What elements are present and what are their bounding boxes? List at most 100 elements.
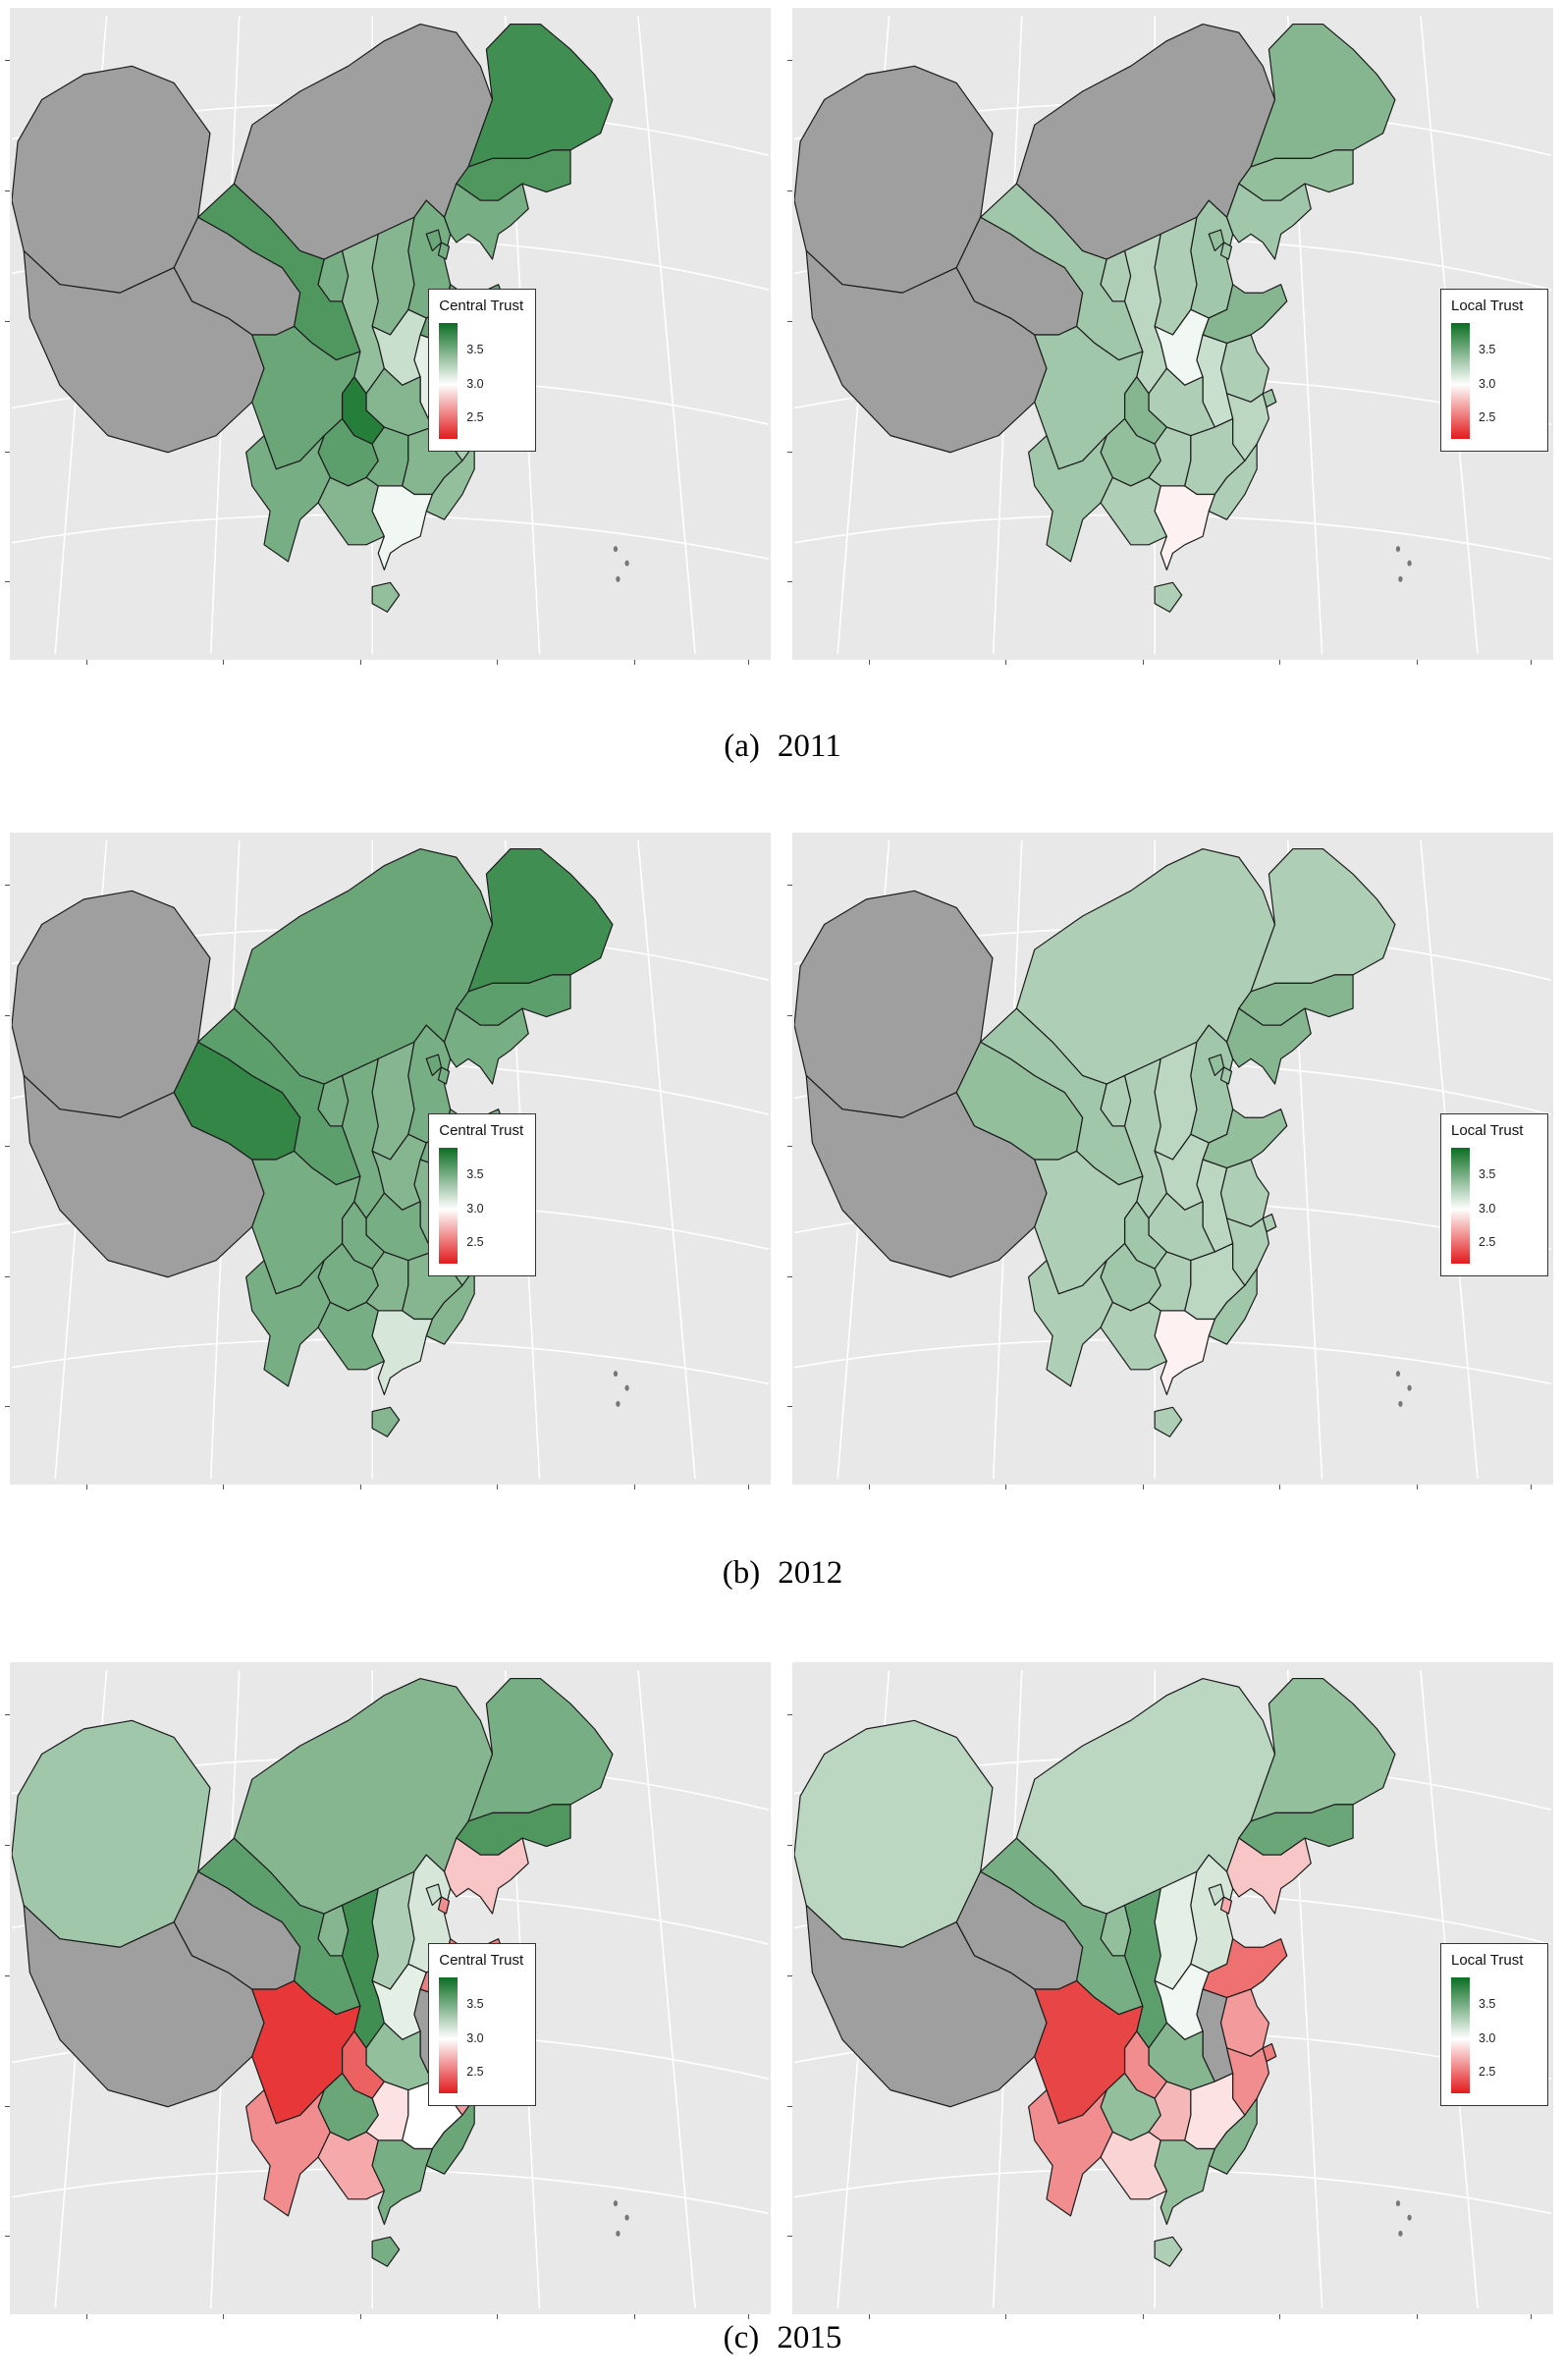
legend-tick-label-low: 2.5 [1479, 2065, 1496, 2080]
caption-2015: (c) 2015 [0, 2314, 1565, 2378]
axis-tick-left [5, 1014, 10, 1016]
axis-tick-bottom [868, 2314, 870, 2319]
province-guangdong [372, 486, 432, 570]
province-yunnan [246, 2090, 331, 2216]
map-panel-2015-local-trust: Local Trust 3.5 3.0 2.5 [787, 1662, 1553, 2319]
legend-tick-label-high: 3.5 [1479, 1996, 1496, 2011]
axis-tick-left [5, 1275, 10, 1277]
legend-tick-label-high: 3.5 [1479, 342, 1496, 356]
china-choropleth-map [12, 16, 769, 654]
province-hainan [1155, 1407, 1182, 1436]
axis-tick-left [787, 1974, 792, 1976]
axis-tick-bottom [223, 660, 224, 665]
province-sichuan [1035, 1980, 1143, 2123]
province-liaoning [445, 1838, 529, 1914]
legend-gradient-bar [1451, 1976, 1470, 2093]
legend-tick-label-high: 3.5 [466, 342, 484, 356]
axis-tick-bottom [359, 660, 361, 665]
axis-tick-left [5, 1714, 10, 1716]
province-guangdong [372, 1311, 432, 1395]
axis-tick-left [787, 451, 792, 453]
province-liaoning [445, 184, 529, 259]
island-dot [613, 2200, 619, 2207]
legend-gradient-bar [439, 1976, 459, 2093]
legend-title: Central Trust [439, 297, 524, 314]
legend-tick-label-mid: 3.0 [466, 377, 484, 392]
legend-tick-label-mid: 3.0 [1479, 2031, 1496, 2046]
legend-body: 3.5 3.0 2.5 [1451, 1147, 1539, 1264]
china-choropleth-map [12, 840, 769, 1479]
province-zhejiang [1227, 2048, 1269, 2115]
axis-tick-bottom [1416, 1485, 1418, 1489]
island-dot [616, 1400, 621, 1407]
axis-tick-bottom [85, 660, 87, 665]
legend-tick-label-low: 2.5 [1479, 410, 1496, 425]
province-jiangsu [1220, 1989, 1268, 2056]
province-hainan [372, 2237, 400, 2266]
province-guangdong [372, 2140, 432, 2225]
legend-title: Local Trust [1451, 1121, 1524, 1139]
axis-tick-bottom [1005, 660, 1006, 665]
axis-tick-bottom [1530, 1485, 1532, 1489]
color-legend: Central Trust 3.5 3.0 2.5 [428, 1942, 537, 2106]
axis-tick-bottom [1279, 660, 1280, 665]
axis-tick-bottom [1005, 1485, 1006, 1489]
axis-tick-left [5, 1145, 10, 1147]
axis-tick-left [787, 320, 792, 322]
island-dot [1407, 1384, 1412, 1391]
axis-tick-bottom [359, 1485, 361, 1489]
province-shanghai [1263, 2044, 1275, 2062]
legend-title: Central Trust [439, 1121, 524, 1139]
province-fujian [426, 2098, 474, 2174]
legend-tick-label-low: 2.5 [466, 2065, 484, 2080]
island-dot [613, 546, 619, 553]
axis-tick-left [787, 1014, 792, 1016]
axis-tick-left [787, 581, 792, 583]
province-zhejiang [1227, 394, 1269, 460]
axis-tick-left [5, 885, 10, 887]
caption-index-a: (a) [724, 728, 760, 764]
axis-tick-bottom [1279, 2314, 1280, 2319]
caption-year-2012: 2012 [778, 1555, 843, 1591]
axis-tick-bottom [85, 2314, 87, 2319]
legend-body: 3.5 3.0 2.5 [439, 1147, 527, 1264]
map-row-2011: Central Trust 3.5 3.0 2.5 Local Trust 3.5 3.0… [0, 8, 1565, 665]
color-legend: Local Trust 3.5 3.0 2.5 [1440, 1112, 1548, 1276]
island-dot [1395, 2200, 1401, 2207]
axis-tick-bottom [1142, 2314, 1144, 2319]
province-shanghai [1263, 1215, 1275, 1232]
island-dot [624, 2214, 629, 2221]
axis-tick-left [5, 60, 10, 62]
color-legend: Local Trust 3.5 3.0 2.5 [1440, 1942, 1548, 2106]
axis-tick-left [787, 1145, 792, 1147]
province-hainan [1155, 2237, 1182, 2266]
island-dot [1395, 546, 1401, 553]
island-dot [1395, 1371, 1401, 1378]
axis-tick-left [787, 1275, 792, 1277]
legend-tick-label-high: 3.5 [1479, 1166, 1496, 1181]
island-dot [616, 2230, 621, 2237]
axis-tick-bottom [1530, 660, 1532, 665]
legend-tick-label-high: 3.5 [466, 1996, 484, 2011]
axis-tick-left [5, 320, 10, 322]
axis-tick-bottom [747, 2314, 749, 2319]
caption-year-2011: 2011 [777, 728, 841, 764]
province-liaoning [445, 1008, 529, 1084]
axis-tick-left [787, 60, 792, 62]
province-sichuan [252, 1980, 360, 2123]
caption-index-c: (c) [723, 2320, 760, 2355]
legend-gradient-bar [1451, 322, 1470, 439]
axis-tick-left [5, 451, 10, 453]
province-jiangsu [1220, 335, 1268, 402]
color-legend: Central Trust 3.5 3.0 2.5 [428, 288, 537, 452]
map-row-2015: Central Trust 3.5 3.0 2.5 Local Trust 3.5 3.0… [0, 1662, 1565, 2319]
legend-title: Local Trust [1451, 1951, 1524, 1969]
legend-tick-label-low: 2.5 [466, 1235, 484, 1250]
province-guangdong [1155, 1311, 1214, 1395]
axis-tick-left [5, 1844, 10, 1846]
china-choropleth-map [794, 1670, 1551, 2308]
province-fujian [1209, 444, 1257, 519]
legend-tick-label-low: 2.5 [466, 410, 484, 425]
map-row-2012: Central Trust 3.5 3.0 2.5 Local Trust 3.5 3.0… [0, 833, 1565, 1489]
province-yunnan [1029, 436, 1113, 562]
